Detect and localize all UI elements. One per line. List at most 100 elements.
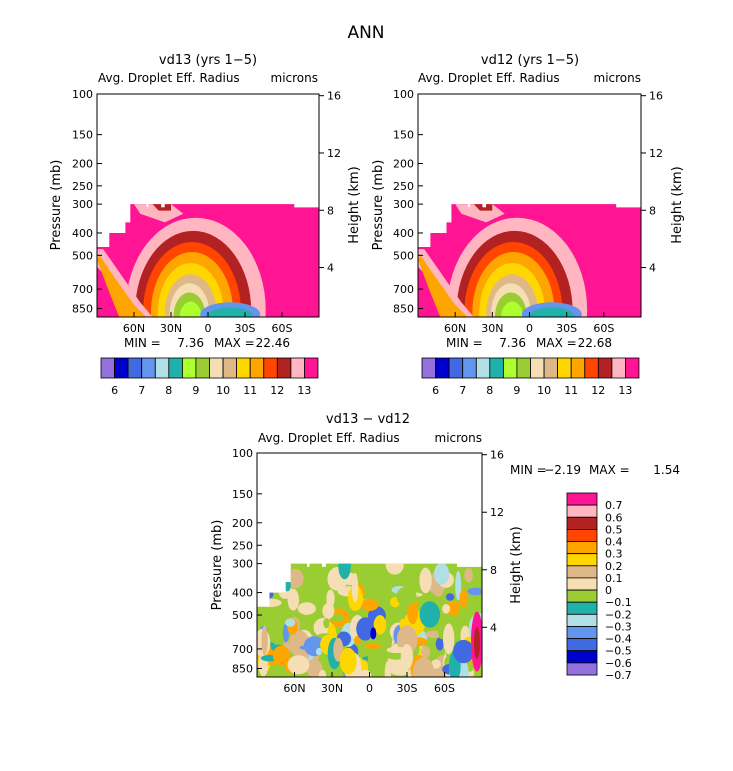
panel-vd13-ylabel-right: Height (km) bbox=[347, 166, 362, 243]
diff-cell bbox=[315, 647, 322, 656]
panel-diff-max-label: MAX = bbox=[589, 463, 630, 477]
colorbar-swatch bbox=[566, 553, 598, 567]
panel-diff-units: microns bbox=[435, 431, 483, 445]
height-tick-label: 8 bbox=[649, 204, 656, 217]
panel-vd13: vd13 (yrs 1−5) Avg. Droplet Eff. Radius … bbox=[49, 53, 362, 397]
y-tick-label: 200 bbox=[232, 517, 253, 530]
colorbar-label: 10 bbox=[537, 384, 551, 397]
colorbar-label: −0.5 bbox=[605, 645, 632, 658]
diff-cell bbox=[384, 660, 392, 677]
x-tick-label: 60S bbox=[434, 682, 455, 695]
colorbar-swatch bbox=[489, 357, 504, 379]
colorbar-label: −0.6 bbox=[605, 657, 632, 670]
y-tick-label: 700 bbox=[72, 283, 93, 296]
colorbar-label: 6 bbox=[111, 384, 118, 397]
colorbar-swatch bbox=[303, 357, 319, 379]
x-tick-label: 30N bbox=[481, 322, 503, 335]
colorbar-label: 6 bbox=[432, 384, 439, 397]
y-tick-label: 100 bbox=[232, 447, 253, 460]
diff-cell bbox=[323, 618, 330, 629]
diff-cell bbox=[400, 644, 414, 670]
panel-diff-subtitle: Avg. Droplet Eff. Radius bbox=[258, 431, 400, 445]
contour-band-8-5 bbox=[179, 301, 202, 317]
colorbar-swatch bbox=[611, 357, 626, 379]
panel-vd13-ylabel: Pressure (mb) bbox=[49, 160, 64, 251]
diff-cell bbox=[458, 563, 471, 567]
x-tick-label: 30N bbox=[160, 322, 182, 335]
diff-cell bbox=[326, 589, 335, 608]
diff-cell bbox=[425, 630, 443, 638]
diff-cell bbox=[305, 659, 323, 677]
height-tick-label: 4 bbox=[490, 621, 497, 634]
y-tick-label: 150 bbox=[393, 129, 414, 142]
colorbar-label: 9 bbox=[513, 384, 520, 397]
diff-cell bbox=[287, 568, 304, 589]
panel-vd13-colorbar: 6 7 8 9 10 11 12 13 bbox=[100, 357, 319, 397]
height-tick-label: 12 bbox=[327, 147, 341, 160]
colorbar-swatch bbox=[209, 357, 224, 379]
colorbar-swatch bbox=[566, 613, 598, 627]
panel-diff-ylabel-right: Height (km) bbox=[509, 526, 524, 603]
diff-cell bbox=[318, 669, 327, 677]
contour-band-8 bbox=[208, 307, 253, 317]
colorbar-swatch bbox=[566, 516, 598, 530]
height-tick-label: 4 bbox=[327, 262, 334, 275]
panel-diff-title: vd13 − vd12 bbox=[326, 412, 410, 427]
diff-cell bbox=[434, 563, 450, 585]
colorbar-swatch bbox=[584, 357, 599, 379]
y-tick-label: 400 bbox=[72, 227, 93, 240]
colorbar-swatch bbox=[566, 504, 598, 518]
height-tick-label: 16 bbox=[649, 90, 663, 103]
x-tick-label: 30N bbox=[321, 682, 343, 695]
colorbar-label: 11 bbox=[243, 384, 257, 397]
colorbar-label: 7 bbox=[459, 384, 466, 397]
diff-cell bbox=[260, 598, 282, 607]
y-tick-label: 200 bbox=[72, 157, 93, 170]
contour-field bbox=[257, 563, 482, 677]
panel-vd13-subtitle: Avg. Droplet Eff. Radius bbox=[98, 71, 240, 85]
colorbar-label: 0.2 bbox=[605, 560, 623, 573]
x-tick-label: 30S bbox=[556, 322, 577, 335]
x-tick-label: 0 bbox=[205, 322, 212, 335]
panel-diff-max-value: 1.54 bbox=[653, 463, 680, 477]
colorbar-label: 0.5 bbox=[605, 523, 623, 536]
panel-vd12-title: vd12 (yrs 1−5) bbox=[481, 53, 579, 68]
colorbar-swatch bbox=[276, 357, 292, 379]
y-tick-label: 200 bbox=[393, 157, 414, 170]
diff-cell bbox=[421, 646, 431, 658]
contour-field bbox=[418, 204, 641, 317]
y-tick-label: 500 bbox=[232, 609, 253, 622]
colorbar-label: −0.3 bbox=[605, 621, 632, 634]
colorbar-label: 0.6 bbox=[605, 511, 623, 524]
y-tick-label: 850 bbox=[232, 662, 253, 675]
diff-cell bbox=[419, 601, 441, 628]
diff-cell bbox=[338, 563, 351, 580]
colorbar-swatch bbox=[557, 357, 572, 379]
diff-cell bbox=[284, 579, 291, 592]
contour-field bbox=[97, 204, 319, 317]
x-tick-label: 60N bbox=[123, 322, 145, 335]
diff-cell bbox=[273, 570, 282, 581]
panel-vd12-max-label: MAX = bbox=[536, 336, 577, 350]
panel-vd12-min-label: MIN = bbox=[446, 336, 483, 350]
panel-diff-min-value: −2.19 bbox=[544, 463, 581, 477]
colorbar-swatch bbox=[566, 650, 598, 664]
diff-cell bbox=[455, 570, 462, 601]
colorbar-swatch bbox=[195, 357, 210, 379]
diff-cell bbox=[257, 563, 262, 571]
colorbar-label: 11 bbox=[564, 384, 578, 397]
y-tick-label: 100 bbox=[72, 88, 93, 101]
diff-cell bbox=[437, 617, 445, 640]
y-tick-label: 400 bbox=[232, 587, 253, 600]
height-tick-label: 16 bbox=[327, 90, 341, 103]
colorbar-label: −0.2 bbox=[605, 608, 632, 621]
colorbar-swatch bbox=[249, 357, 265, 379]
y-tick-label: 250 bbox=[393, 180, 414, 193]
colorbar-label: 0 bbox=[605, 584, 612, 597]
height-tick-label: 4 bbox=[649, 262, 656, 275]
height-tick-label: 8 bbox=[490, 564, 497, 577]
diff-cell bbox=[453, 639, 474, 664]
diff-cell bbox=[385, 563, 404, 575]
colorbar-swatch bbox=[448, 357, 464, 379]
